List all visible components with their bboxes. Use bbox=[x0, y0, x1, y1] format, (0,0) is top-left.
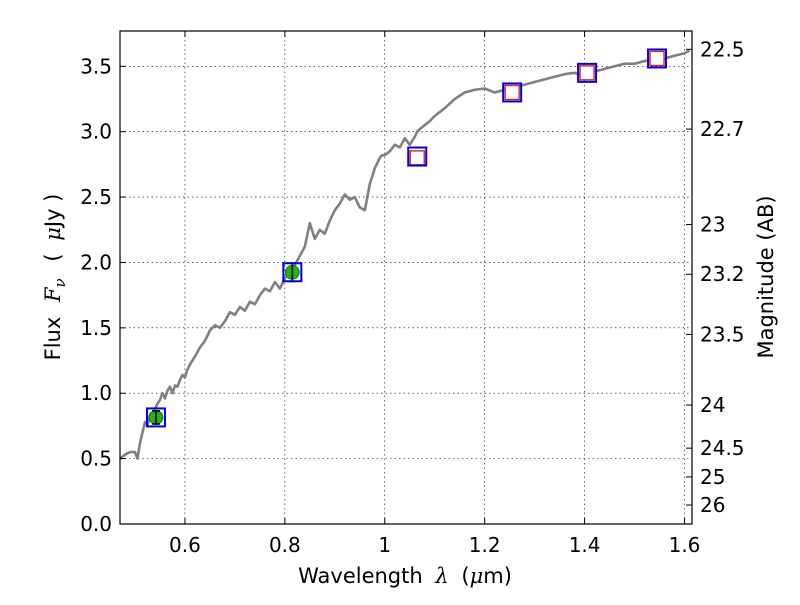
y2-tick-label: 23.5 bbox=[700, 322, 745, 346]
x-axis-label-unit-rest: m) bbox=[483, 564, 512, 588]
x-tick-label: 0.6 bbox=[169, 533, 201, 557]
observation-box-marker bbox=[647, 48, 668, 69]
x-tick-label: 1.2 bbox=[469, 533, 501, 557]
x-axis-label-symbol: λ bbox=[434, 564, 448, 588]
y2-tick-label: 25 bbox=[700, 465, 725, 489]
plot-frame bbox=[119, 30, 693, 525]
y2-tick-label: 22.5 bbox=[700, 37, 745, 61]
x-axis-label: Wavelength λ (μm) bbox=[298, 564, 512, 588]
x-axis-label-text: Wavelength bbox=[298, 564, 423, 588]
y-tick-label: 2.5 bbox=[80, 185, 112, 209]
y-tick-label: 1.5 bbox=[80, 316, 112, 340]
observation-box-marker bbox=[407, 146, 428, 167]
grid bbox=[120, 31, 692, 525]
y2-tick-label: 23 bbox=[700, 213, 725, 237]
observation-box-marker bbox=[282, 262, 303, 283]
observation-box-marker bbox=[577, 62, 598, 83]
y-tick-label: 2.0 bbox=[80, 250, 112, 274]
x-axis-label-unit-mu: μ bbox=[470, 564, 484, 588]
x-tick-label: 0.8 bbox=[269, 533, 301, 557]
y-tick-label: 0.0 bbox=[80, 512, 112, 536]
spectrum-line bbox=[119, 49, 691, 460]
y2-tick-label: 22.7 bbox=[700, 117, 745, 141]
spectrum-layer bbox=[119, 49, 691, 460]
y-axis-label-unit-mu: μ bbox=[41, 227, 65, 241]
model-square-point bbox=[504, 84, 520, 101]
y2-tick-label: 24.5 bbox=[700, 436, 745, 460]
observation-box-marker bbox=[502, 82, 523, 103]
y-axis-label-symbol: F bbox=[41, 286, 65, 303]
y-axis-label: Flux Fν ( μJy ) bbox=[41, 194, 70, 361]
y2-tick-label: 24 bbox=[700, 393, 725, 417]
x-tick-label: 1 bbox=[378, 533, 391, 557]
y-tick-label: 3.5 bbox=[80, 54, 112, 78]
model-square-point bbox=[649, 50, 665, 67]
model-square-point bbox=[409, 150, 425, 166]
x-axis-label-unit-open: ( bbox=[461, 564, 469, 588]
tick-layer: 0.6 0.8 1 1.2 1.4 1.6 0.0 0.5 1.0 1.5 2.0 2.5 3.0 3.5… bbox=[80, 31, 745, 557]
y-tick-label: 0.5 bbox=[80, 447, 112, 471]
y2-tick-label: 23.2 bbox=[700, 262, 745, 286]
observation-box-marker bbox=[145, 407, 166, 428]
photometry-layer bbox=[145, 48, 668, 428]
y2-axis-label: Magnitude (AB) bbox=[754, 195, 778, 358]
y-axis-label-unit-rest: Jy ) bbox=[41, 194, 65, 230]
model-square-point bbox=[579, 65, 595, 81]
y-tick-label: 3.0 bbox=[80, 120, 112, 144]
y-axis-label-unit-open: ( bbox=[41, 253, 65, 261]
y2-tick-label: 26 bbox=[700, 493, 725, 517]
y-tick-label: 1.0 bbox=[80, 381, 112, 405]
y-axis-label-text: Flux bbox=[41, 317, 65, 361]
x-tick-label: 1.6 bbox=[669, 533, 701, 557]
y-axis-label-subscript: ν bbox=[51, 278, 69, 287]
x-tick-label: 1.4 bbox=[569, 533, 601, 557]
